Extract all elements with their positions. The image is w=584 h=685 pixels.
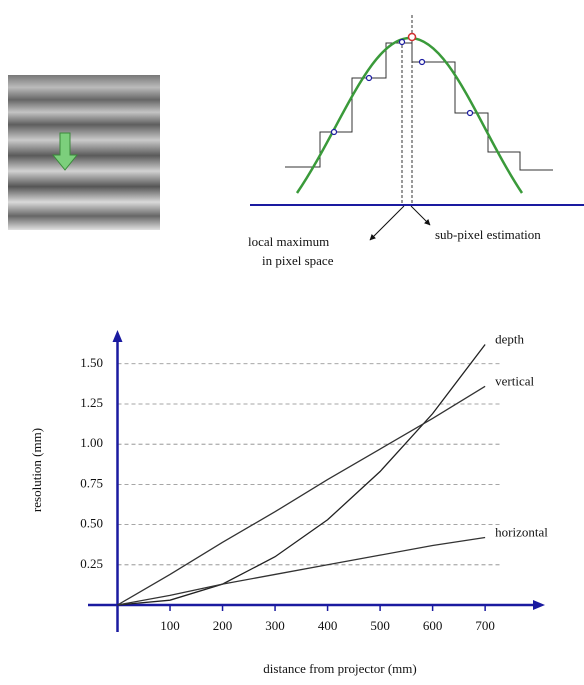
x-tick-label: 700	[475, 618, 495, 633]
label: in pixel space	[262, 253, 334, 268]
x-axis-arrow	[533, 600, 545, 610]
arrow	[369, 205, 405, 241]
x-tick-label: 200	[213, 618, 233, 633]
y-tick-label: 0.75	[80, 475, 103, 490]
y-tick-label: 0.25	[80, 556, 103, 571]
peak-point	[407, 32, 417, 42]
series-line	[117, 344, 486, 606]
y-axis-arrow	[112, 330, 123, 342]
y-tick-label: 1.00	[80, 435, 103, 450]
sample-point	[398, 38, 406, 46]
chart: distance from projector (mm) resolution …	[29, 330, 548, 676]
diagram: local maximum in pixel space sub-pixel e…	[248, 15, 584, 268]
x-tick-label: 600	[423, 618, 443, 633]
y-tick-label: 1.25	[80, 395, 103, 410]
y-axis-label: resolution (mm)	[29, 428, 44, 512]
label: local maximum	[248, 234, 329, 249]
x-tick-label: 400	[318, 618, 338, 633]
x-tick-label: 500	[370, 618, 390, 633]
green-arrow	[51, 132, 79, 171]
sample-point	[466, 109, 474, 117]
stripe-image	[8, 75, 160, 230]
arrow	[410, 205, 431, 226]
series-line	[117, 385, 486, 606]
series-line	[117, 536, 486, 606]
x-axis-label: distance from projector (mm)	[263, 661, 416, 676]
x-tick-label: 100	[160, 618, 180, 633]
series-label: horizontal	[495, 524, 548, 539]
sample-point	[365, 74, 373, 82]
series-label: vertical	[495, 373, 534, 388]
y-tick-label: 1.50	[80, 355, 103, 370]
label: sub-pixel estimation	[435, 227, 541, 242]
sample-point	[418, 58, 426, 66]
y-tick-label: 0.50	[80, 516, 103, 531]
sample-point	[330, 128, 338, 136]
series-label: depth	[495, 331, 524, 346]
x-tick-label: 300	[265, 618, 285, 633]
